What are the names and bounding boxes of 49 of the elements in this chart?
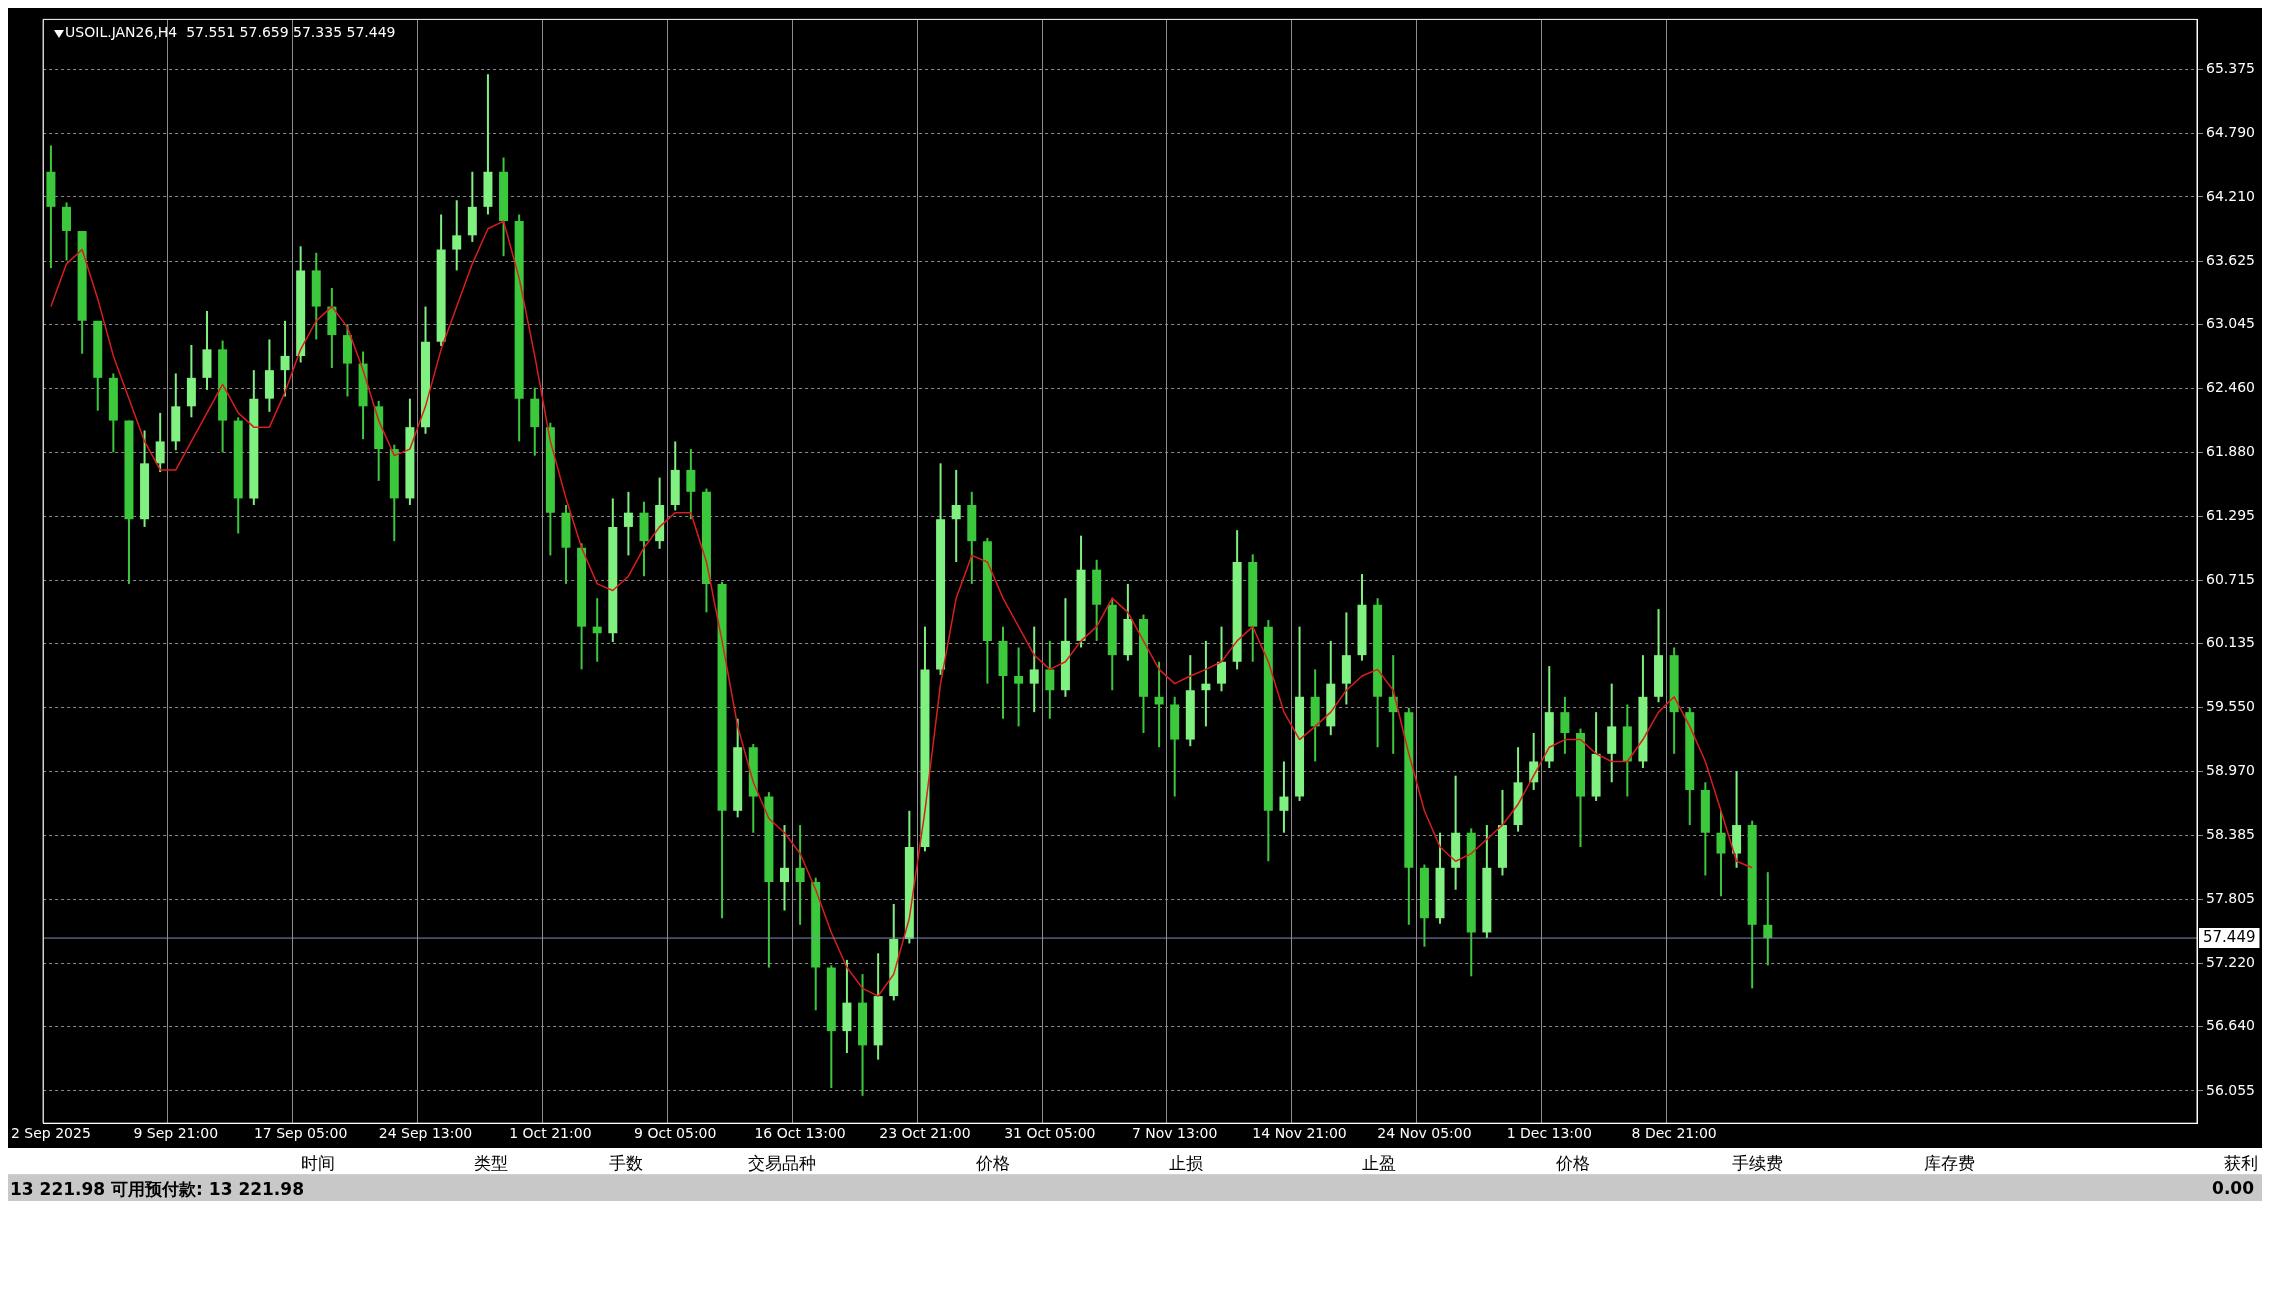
y-tick-label: 61.880: [2206, 443, 2256, 460]
x-tick-label: 24 Sep 13:00: [378, 1125, 473, 1142]
chart-title: USOIL.JAN26,H4 57.551 57.659 57.335 57.449: [65, 24, 396, 41]
text: 库存费: [1924, 1152, 1975, 1175]
y-tick-label: 63.625: [2206, 251, 2256, 268]
y-tick-label: 58.970: [2206, 761, 2256, 778]
x-tick-label: 7 Nov 13:00: [1131, 1125, 1218, 1142]
x-tick-label: 2 Sep 2025: [11, 1125, 91, 1142]
candlestick: [1014, 647, 1024, 727]
y-tick-label: 61.295: [2206, 507, 2256, 524]
y-tick-label: 57.805: [2206, 889, 2256, 906]
candlestick: [592, 598, 602, 662]
x-tick-label: 9 Sep 21:00: [133, 1125, 219, 1142]
y-tick-label: 57.220: [2206, 953, 2256, 970]
y-tick-label: 64.210: [2206, 187, 2256, 204]
x-tick-label: 9 Oct 05:00: [634, 1125, 717, 1142]
y-tick-label: 58.385: [2206, 826, 2256, 843]
y-tick-label: 60.715: [2206, 570, 2256, 587]
text: 价格: [976, 1152, 1010, 1175]
y-tick-label: 59.550: [2206, 698, 2256, 715]
y-tick-label: 60.135: [2206, 634, 2256, 651]
text: 获利: [2224, 1152, 2258, 1175]
text: 价格: [1556, 1152, 1590, 1175]
ref-line-label: 57.449: [2203, 927, 2256, 946]
x-tick-label: 14 Nov 21:00: [1252, 1125, 1347, 1142]
x-tick-label: 16 Oct 13:00: [754, 1125, 846, 1142]
y-tick-label: 63.045: [2206, 315, 2256, 332]
text: 类型: [474, 1152, 508, 1175]
text: 13 221.98 可用预付款: 13 221.98: [10, 1178, 304, 1201]
text: 交易品种: [748, 1152, 816, 1175]
x-tick-label: 23 Oct 21:00: [879, 1125, 971, 1142]
candlestick: [1201, 640, 1211, 727]
x-tick-label: 17 Sep 05:00: [253, 1125, 348, 1142]
text: 止盈: [1362, 1152, 1396, 1175]
y-tick-label: 56.055: [2206, 1081, 2256, 1098]
text: 时间: [301, 1152, 335, 1175]
text: 止损: [1169, 1152, 1203, 1175]
x-tick-label: 31 Oct 05:00: [1004, 1125, 1096, 1142]
text: 0.00: [2212, 1178, 2254, 1198]
x-tick-label: 24 Nov 05:00: [1377, 1125, 1472, 1142]
text: 手续费: [1732, 1152, 1783, 1175]
text: 手数: [609, 1152, 643, 1175]
x-tick-label: 1 Dec 13:00: [1506, 1125, 1592, 1142]
x-tick-label: 1 Oct 21:00: [509, 1125, 592, 1142]
y-tick-label: 64.790: [2206, 124, 2256, 141]
y-tick-label: 56.640: [2206, 1017, 2256, 1034]
x-tick-label: 8 Dec 21:00: [1631, 1125, 1717, 1142]
y-tick-label: 62.460: [2206, 379, 2256, 396]
y-tick-label: 65.375: [2206, 59, 2256, 76]
